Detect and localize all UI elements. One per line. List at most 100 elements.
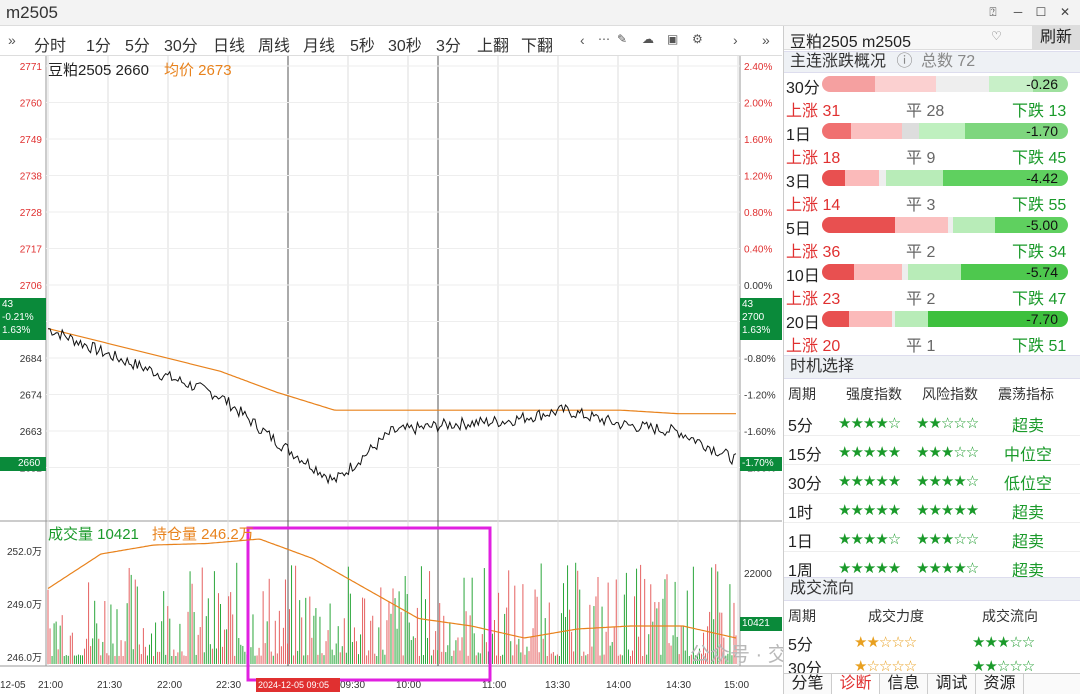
left-price-tag: 2660 [0, 457, 46, 471]
overview-up: 上涨 20 [786, 338, 841, 355]
pencil-icon[interactable]: ✎ [617, 32, 628, 46]
avg-price-line [47, 328, 736, 415]
help-icon[interactable]: ⍰ [989, 5, 997, 19]
timing-row [784, 437, 1080, 465]
overview-down: 下跌 45 [1012, 150, 1067, 167]
collapse-left-icon[interactable]: » [8, 32, 16, 48]
overview-period: 30分 [786, 80, 820, 97]
cloud-icon[interactable]: ☁ [642, 32, 654, 46]
open-interest-label: 持仓量 246.2万 [152, 526, 254, 543]
risk-stars: ★★☆☆☆ [916, 415, 979, 432]
overview-up: 上涨 23 [786, 291, 841, 308]
close-icon[interactable]: ✕ [1059, 5, 1071, 19]
left-current-box: 43 -0.21% 1.63% [0, 298, 46, 340]
overview-value: -4.42 [1026, 170, 1058, 186]
total-count: 总数 72 [920, 53, 976, 70]
tab-info[interactable]: 信息 [880, 674, 928, 694]
price-tick: 2706 [20, 281, 43, 292]
time-tick: 09:30 [340, 680, 365, 691]
intraday-chart[interactable]: 2771276027492738272827172706269526842674… [0, 56, 782, 694]
refresh-button[interactable]: 刷新 [1032, 26, 1080, 50]
expand-right-icon[interactable]: » [762, 32, 770, 48]
time-tick: 22:30 [216, 680, 241, 691]
overview-flat: 平 2 [906, 244, 936, 261]
strength-stars: ★★★★★ [838, 444, 901, 461]
tab-1min[interactable]: 1分 [86, 38, 111, 55]
flow-header: 成交流向 [784, 577, 1080, 601]
chart-area[interactable]: 2771276027492738272827172706269526842674… [0, 56, 893, 694]
price-tick: 2663 [20, 427, 43, 438]
tab-ticks[interactable]: 分笔 [784, 674, 832, 694]
right-pct-tag: -1.70% [740, 457, 782, 471]
minimize-icon[interactable]: ─ [1013, 5, 1023, 19]
pct-tick: 0.40% [744, 245, 772, 256]
timing-period: 5分 [788, 418, 813, 435]
price-tick: 2760 [20, 99, 43, 110]
page-down-button[interactable]: 下翻 [521, 38, 554, 55]
timing-col-header: 强度指数 [846, 386, 902, 402]
overview-value: -5.00 [1026, 217, 1058, 233]
heart-icon[interactable]: ♡ [991, 29, 1002, 43]
timing-row [784, 408, 1080, 436]
overview-down: 下跌 55 [1012, 197, 1067, 214]
price-tick: 2738 [20, 172, 43, 183]
prev-icon[interactable]: ‹ [580, 32, 585, 48]
timing-row [784, 524, 1080, 552]
strength-stars: ★★★★★ [838, 502, 901, 519]
period-toolbar: » 分时 1分 5分 30分 日线 周线 月线 5秒 30秒 3分 上翻 下翻 … [0, 26, 782, 56]
tab-weekly[interactable]: 周线 [258, 38, 291, 55]
timing-period: 1周 [788, 563, 813, 580]
pct-tick: -1.20% [744, 391, 776, 402]
symbol-bar: 豆粕2505 m2505 ♡ 刷新 [784, 26, 1080, 51]
time-tick: 21:00 [38, 680, 63, 691]
volume-label: 成交量 10421 [48, 526, 139, 543]
time-cursor-tag: 2024-12-05 09:05 [256, 678, 340, 692]
overview-flat: 平 28 [906, 103, 945, 120]
tab-debug[interactable]: 调试 [928, 674, 976, 694]
oscillator-signal: 中位空 [1004, 447, 1053, 464]
overview-flat: 平 2 [906, 291, 936, 308]
tab-5min[interactable]: 5分 [125, 38, 150, 55]
tab-fenshi[interactable]: 分时 [34, 38, 67, 55]
tab-diagnosis[interactable]: 诊断 [832, 674, 880, 694]
page-up-button[interactable]: 上翻 [477, 38, 510, 55]
tab-daily[interactable]: 日线 [213, 38, 246, 55]
right-current-box: 43 2700 1.63% [740, 298, 782, 340]
overview-up: 上涨 18 [786, 150, 841, 167]
more-icon[interactable]: ⋯ [598, 32, 610, 46]
risk-stars: ★★★★☆ [916, 560, 979, 577]
right-volume-tag: 10421 [740, 617, 782, 631]
risk-stars: ★★★★☆ [916, 473, 979, 490]
time-tick: 14:00 [606, 680, 631, 691]
tab-5sec[interactable]: 5秒 [350, 38, 375, 55]
flow-col-header: 成交力度 [868, 608, 924, 624]
tab-3min[interactable]: 3分 [436, 38, 461, 55]
timing-period: 1日 [788, 534, 813, 551]
maximize-icon[interactable]: ☐ [1035, 5, 1047, 19]
pct-tick: 0.00% [744, 281, 772, 292]
time-tick: 10:00 [396, 680, 421, 691]
pct-tick: -0.80% [744, 354, 776, 365]
oi-tick: 249.0万 [7, 600, 42, 611]
oi-tick: 252.0万 [7, 547, 42, 558]
avg-label: 均价 2673 [164, 62, 232, 79]
oscillator-signal: 超卖 [1012, 505, 1045, 522]
tab-30sec[interactable]: 30秒 [388, 38, 422, 55]
risk-stars: ★★★☆☆ [916, 531, 979, 548]
next-icon[interactable]: › [733, 32, 738, 48]
oscillator-signal: 超卖 [1012, 563, 1045, 580]
overview-period: 10日 [786, 268, 820, 285]
timing-header: 时机选择 [784, 355, 1080, 379]
pct-tick: 0.80% [744, 208, 772, 219]
right-panel: 豆粕2505 m2505 ♡ 刷新 主连涨跌概况 ⓘ 总数 72 30分 -0.2… [783, 26, 1080, 694]
tab-30min[interactable]: 30分 [164, 38, 198, 55]
overview-title: 主连涨跌概况 [790, 53, 887, 70]
image-icon[interactable]: ▣ [667, 32, 679, 46]
bottom-tabs: 分笔 诊断 信息 调试 资源 [784, 673, 1080, 694]
tab-resources[interactable]: 资源 [976, 674, 1024, 694]
tab-monthly[interactable]: 月线 [303, 38, 336, 55]
strength-stars: ★★★★★ [838, 473, 901, 490]
settings-icon[interactable]: ⚙ [692, 32, 703, 46]
help-circle-icon: ⓘ [896, 53, 913, 70]
